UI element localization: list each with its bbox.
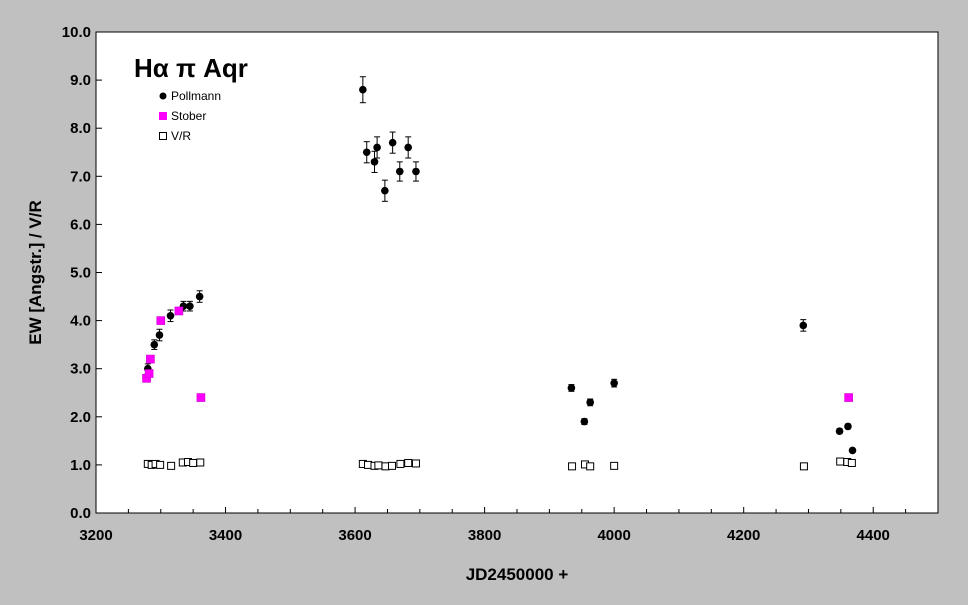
y-tick-label: 5.0: [70, 265, 91, 282]
y-tick-label: 2.0: [70, 409, 91, 426]
y-tick-label: 10.0: [62, 24, 91, 41]
x-tick-label: 4200: [727, 527, 760, 544]
y-tick-label: 7.0: [70, 168, 91, 185]
data-point: [189, 458, 198, 467]
data-point: [167, 461, 176, 470]
data-point: [844, 422, 852, 431]
legend-item: Stober: [159, 109, 206, 123]
legend-label: Stober: [171, 109, 206, 123]
x-axis: 3200 3400 3600 3800 4000 4200 4400: [79, 507, 939, 544]
data-point: [404, 458, 413, 467]
data-point: [156, 460, 165, 469]
data-point: [580, 417, 589, 426]
y-axis-title: EW [Angstr.] / V/R: [26, 200, 45, 345]
data-point: [362, 148, 371, 157]
legend-marker: [159, 92, 167, 100]
legend-item: Pollmann: [159, 89, 221, 103]
data-point: [799, 321, 808, 330]
chart-title: Hα π Aqr: [134, 53, 248, 83]
x-tick-label: 3200: [79, 527, 112, 544]
x-axis-title: JD2450000 +: [466, 565, 569, 584]
chart-frame: 0.0 1.0 2.0 3.0 4.0 5.0 6.0 7.0 8.0 9.0 10.0 3200 3…: [4, 4, 962, 601]
data-point: [610, 379, 618, 387]
x-tick-label: 3600: [338, 527, 371, 544]
data-point: [387, 461, 396, 470]
y-tick-label: 6.0: [70, 216, 91, 233]
y-tick-label: 4.0: [70, 313, 91, 330]
data-point: [195, 292, 204, 301]
data-point: [586, 462, 595, 471]
data-point: [196, 458, 205, 467]
data-point: [836, 457, 845, 466]
y-tick-label: 8.0: [70, 120, 91, 137]
data-point: [381, 462, 390, 471]
data-point: [374, 461, 383, 470]
legend-marker: [159, 132, 167, 140]
data-point: [364, 460, 373, 469]
x-tick-label: 3400: [209, 527, 242, 544]
data-point: [370, 158, 379, 166]
data-point: [404, 143, 412, 152]
data-point: [388, 138, 397, 147]
y-tick-label: 3.0: [70, 361, 91, 378]
legend-marker: [159, 112, 167, 120]
data-point: [412, 167, 420, 176]
plot-area: [95, 31, 939, 514]
data-point: [411, 459, 420, 468]
data-point: [155, 331, 164, 339]
legend-label: V/R: [171, 129, 191, 143]
series-pollmann: [144, 76, 857, 455]
data-point: [586, 398, 594, 407]
data-point: [166, 311, 175, 320]
y-tick-label: 0.0: [70, 505, 91, 522]
data-point: [799, 462, 808, 471]
y-tick-label: 9.0: [70, 72, 91, 89]
data-point: [373, 143, 381, 152]
y-axis: 0.0 1.0 2.0 3.0 4.0 5.0 6.0 7.0 8.0 9.0 10.0: [62, 24, 102, 522]
data-point: [196, 393, 206, 402]
data-point: [146, 354, 155, 364]
data-point: [567, 384, 576, 392]
data-point: [610, 461, 619, 470]
y-tick-label: 1.0: [70, 457, 91, 474]
series-stober: [142, 306, 853, 402]
data-point: [150, 340, 159, 349]
series-v-r: [143, 457, 856, 471]
data-point: [568, 462, 577, 471]
x-tick-label: 3800: [468, 527, 501, 544]
data-point: [396, 459, 405, 468]
data-point: [847, 458, 856, 467]
data-marks: [142, 76, 857, 471]
data-point: [156, 316, 166, 325]
data-point: [381, 186, 389, 195]
x-tick-label: 4400: [857, 527, 890, 544]
data-point: [844, 393, 853, 402]
data-point: [186, 302, 194, 310]
legend-item: V/R: [159, 129, 191, 143]
legend: Pollmann Stober V/R: [159, 89, 221, 143]
data-point: [835, 427, 844, 436]
data-point: [359, 85, 367, 94]
legend-label: Pollmann: [171, 89, 221, 103]
chart-svg: 0.01.02.03.04.05.06.07.08.09.010.0 3200 3…: [26, 24, 939, 584]
x-tick-label: 4000: [597, 527, 630, 544]
data-point: [395, 167, 404, 176]
data-point: [144, 369, 154, 378]
data-point: [174, 306, 184, 316]
data-point: [848, 446, 857, 455]
